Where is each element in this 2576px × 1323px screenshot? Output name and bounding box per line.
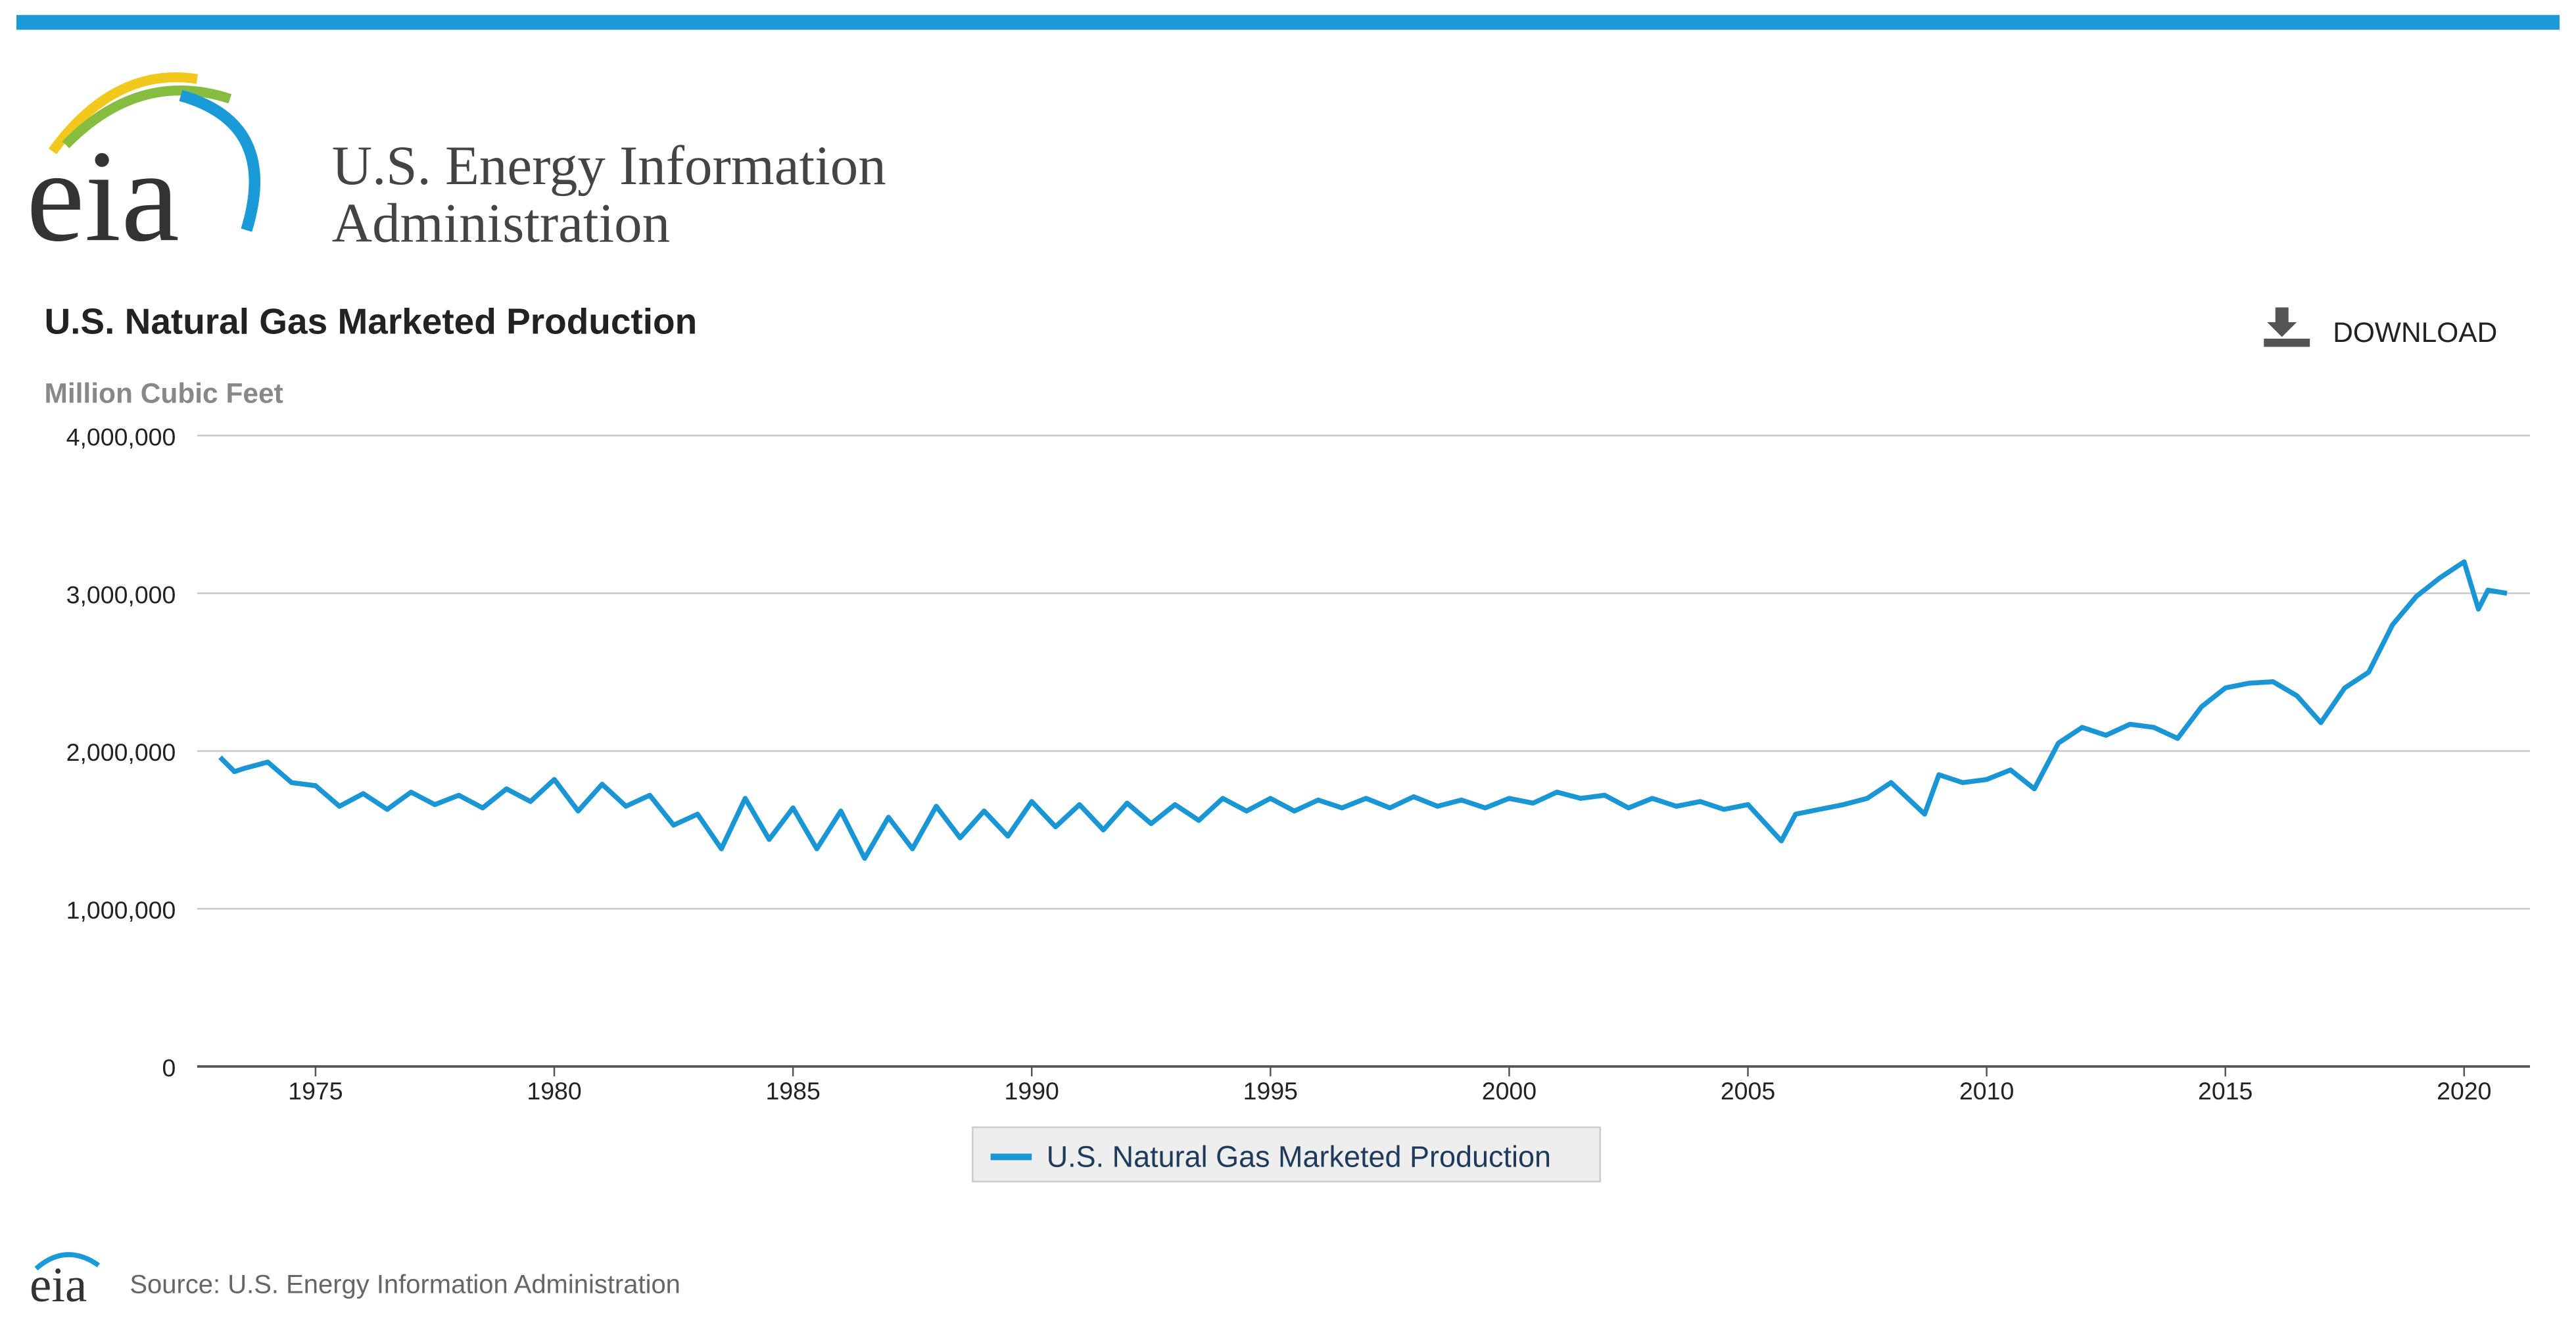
download-label[interactable]: DOWNLOAD [2333,317,2497,348]
top-bar [16,14,2560,30]
data-line [218,559,2508,861]
download-icon [2275,307,2289,324]
x-tick-label: 2000 [1482,1077,1537,1105]
chart-title: U.S. Natural Gas Marketed Production [44,301,697,342]
logo-swoosh [62,85,232,149]
x-tick-label: 1995 [1243,1077,1298,1105]
x-tick-label: 2010 [1959,1077,2014,1105]
logo-text: eia [26,124,179,269]
y-axis-label: Million Cubic Feet [44,377,283,408]
download-icon [2267,322,2297,337]
logo-swoosh [179,89,260,232]
y-tick-label: 2,000,000 [66,738,176,766]
y-tick-label: 4,000,000 [66,423,176,450]
x-tick-label: 1975 [288,1077,343,1105]
legend-box [971,1126,1602,1183]
x-tick-label: 1990 [1005,1077,1059,1105]
y-tick-label: 3,000,000 [66,581,176,608]
legend[interactable]: U.S. Natural Gas Marketed Production [971,1126,1602,1183]
x-tick-label: 1985 [765,1077,820,1105]
x-tick-label: 1980 [527,1077,581,1105]
source-note: Source: U.S. Energy Information Administ… [130,1270,680,1299]
x-tick-label: 2020 [2437,1077,2491,1105]
x-tick-label: 2015 [2198,1077,2253,1105]
y-tick-label: 1,000,000 [66,896,176,924]
footer-logo-swoosh [34,1252,101,1271]
x-tick-label: 2005 [1721,1077,1775,1105]
org-name: Administration [332,193,670,254]
legend-label[interactable]: U.S. Natural Gas Marketed Production [1047,1140,1551,1173]
download-icon [2264,339,2310,347]
y-tick-label: 0 [162,1054,176,1082]
download-button[interactable]: DOWNLOAD [2264,307,2497,348]
org-name: U.S. Energy Information [332,135,886,197]
logo-swoosh [48,72,199,155]
